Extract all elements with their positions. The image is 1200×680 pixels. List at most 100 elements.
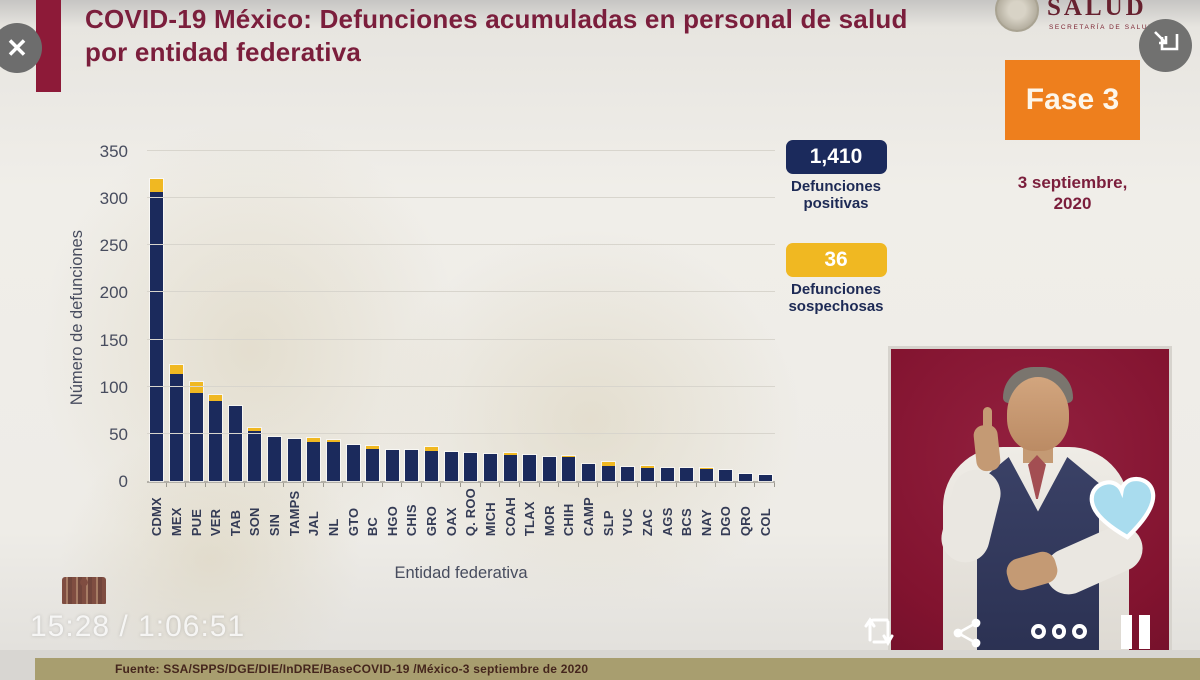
bar-segment-suspected — [248, 428, 262, 431]
bar-TLAX — [520, 454, 540, 481]
x-cell-BCS: BCS — [677, 482, 697, 536]
share-button[interactable] — [951, 617, 983, 649]
x-label-GRO: GRO — [424, 505, 440, 537]
x-cell-CHIS: CHIS — [402, 482, 422, 537]
x-axis-title: Entidad federativa — [394, 564, 528, 582]
x-cell-OAX: OAX — [441, 482, 461, 537]
bar-VER — [206, 395, 226, 481]
more-options-button[interactable] — [1031, 624, 1088, 642]
x-cell-YUC: YUC — [618, 482, 638, 536]
loop-icon — [860, 617, 898, 654]
bar-GRO — [422, 447, 442, 481]
bar-OAX — [441, 451, 461, 481]
bar-segment-positive — [621, 466, 635, 481]
bar-SLP — [598, 462, 618, 481]
x-cell-HGO: HGO — [383, 482, 403, 537]
x-label-VER: VER — [208, 508, 224, 537]
x-label-CHIS: CHIS — [404, 504, 420, 537]
suspected-deaths-value: 36 — [785, 243, 887, 277]
bar-YUC — [618, 466, 638, 481]
gridline-350 — [147, 150, 775, 151]
pause-icon — [1121, 615, 1132, 649]
x-label-QRO: QRO — [738, 505, 754, 537]
x-cell-JAL: JAL — [304, 482, 324, 536]
bar-DGO — [716, 469, 736, 481]
x-label-PUE: PUE — [188, 508, 204, 537]
bar-segment-positive — [150, 191, 164, 481]
x-cell-SLP: SLP — [598, 482, 618, 536]
y-tick-300: 300 — [99, 189, 128, 209]
bar-SIN — [265, 436, 285, 481]
salud-wordmark: SALUD — [1047, 0, 1147, 21]
more-options-icon — [1051, 624, 1067, 639]
interpreter-face — [1007, 377, 1069, 451]
x-cell-MOR: MOR — [540, 482, 560, 537]
bar-HGO — [383, 449, 403, 481]
x-cell-GRO: GRO — [422, 482, 442, 537]
bar-CDMX — [147, 179, 167, 481]
bar-segment-positive — [680, 467, 694, 481]
x-label-OAX: OAX — [443, 507, 459, 537]
bar-MICH — [481, 453, 501, 481]
x-label-MOR: MOR — [541, 505, 557, 537]
bar-segment-suspected — [425, 447, 439, 451]
x-cell-COAH: COAH — [500, 482, 520, 536]
bar-segment-positive — [601, 465, 615, 481]
bar-segment-positive — [483, 453, 497, 481]
x-cell-TAMPS: TAMPS — [284, 482, 304, 536]
positive-deaths-value: 1,410 — [785, 140, 887, 174]
y-tick-50: 50 — [109, 424, 128, 444]
share-icon — [951, 618, 983, 653]
close-icon: ✕ — [6, 32, 28, 63]
popout-button[interactable] — [1139, 19, 1192, 72]
bar-AGS — [657, 467, 677, 481]
x-label-TAB: TAB — [227, 509, 243, 537]
x-cell-COL: COL — [755, 482, 775, 536]
x-cell-NL: NL — [324, 482, 344, 536]
bar-CHIS — [402, 449, 422, 481]
close-button[interactable]: ✕ — [0, 23, 42, 73]
pause-button[interactable] — [1121, 615, 1151, 649]
gridline-300 — [147, 197, 775, 199]
gridline-150 — [147, 338, 775, 340]
bar-PUE — [186, 382, 206, 481]
bar-JAL — [304, 437, 324, 481]
gridline-50 — [147, 432, 775, 434]
bar-segment-suspected — [699, 467, 713, 469]
bar-segment-positive — [268, 436, 282, 481]
bar-NAY — [697, 467, 717, 481]
loop-button[interactable] — [860, 612, 898, 650]
x-cell-CDMX: CDMX — [147, 482, 167, 536]
slide-title: COVID-19 México: Defunciones acumuladas … — [85, 4, 908, 68]
bar-segment-positive — [582, 464, 596, 481]
x-cell-DGO: DGO — [716, 482, 736, 537]
bar-segment-suspected — [209, 395, 223, 401]
bar-segment-positive — [699, 468, 713, 481]
heart-icon — [1085, 473, 1163, 547]
gridline-250 — [147, 244, 775, 246]
x-cell-SIN: SIN — [265, 482, 285, 536]
x-label-Q. ROO: Q. ROO — [463, 488, 479, 537]
x-label-HGO: HGO — [384, 505, 400, 537]
x-axis-ticks: CDMX MEX PUE VER TAB SON SIN TAMPS JAL NL GTO BC HGO… — [147, 482, 775, 537]
bar-MEX — [167, 365, 187, 481]
bar-segment-suspected — [366, 446, 380, 449]
bar-segment-suspected — [640, 465, 654, 468]
plot-area — [147, 150, 775, 483]
pause-icon — [1139, 615, 1150, 649]
bar-segment-positive — [366, 448, 380, 481]
x-cell-ZAC: ZAC — [638, 482, 658, 536]
bar-SON — [245, 428, 265, 481]
bar-segment-positive — [739, 473, 753, 481]
bar-segment-positive — [307, 442, 321, 481]
x-label-BC: BC — [365, 516, 381, 537]
bar-CHIH — [559, 455, 579, 481]
bar-QRO — [736, 473, 756, 481]
x-label-DGO: DGO — [718, 505, 734, 537]
sign-language-interpreter-video[interactable] — [888, 346, 1172, 656]
bar-GTO — [343, 445, 363, 481]
gridline-100 — [147, 385, 775, 387]
x-cell-CAMP: CAMP — [579, 482, 599, 536]
more-options-icon — [1072, 624, 1088, 639]
